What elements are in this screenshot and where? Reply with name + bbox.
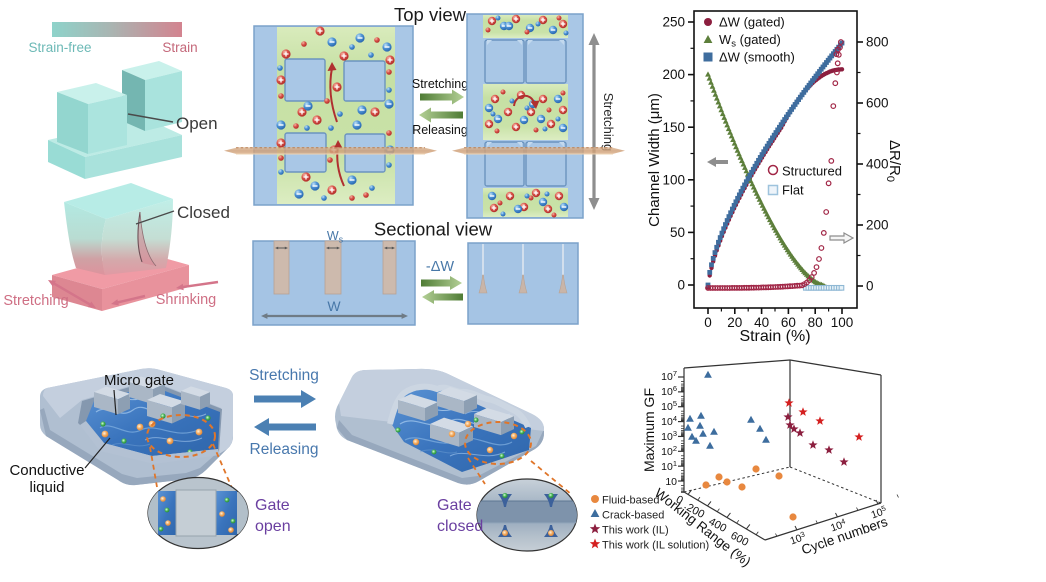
svg-text:100: 100	[662, 172, 685, 187]
svg-text:closed: closed	[437, 518, 483, 535]
svg-text:Strain-free: Strain-free	[28, 40, 91, 55]
svg-text:Gate: Gate	[437, 497, 472, 514]
svg-text:Sectional view: Sectional view	[374, 219, 493, 240]
svg-text:Structured: Structured	[782, 164, 842, 179]
svg-text:50: 50	[670, 225, 685, 240]
svg-text:This work (IL): This work (IL)	[602, 525, 669, 537]
svg-text:107: 107	[661, 369, 677, 383]
svg-text:Ws: Ws	[327, 229, 344, 245]
svg-text:Ws (gated): Ws (gated)	[719, 32, 781, 50]
svg-text:400: 400	[866, 157, 889, 172]
svg-text:Shrinking: Shrinking	[156, 292, 216, 308]
svg-text:Releasing: Releasing	[250, 441, 319, 458]
svg-text:Open: Open	[176, 114, 218, 133]
svg-text:102: 102	[661, 444, 677, 458]
svg-text:Conductive: Conductive	[9, 462, 84, 479]
svg-text:Flat: Flat	[782, 183, 804, 198]
svg-text:Stretching: Stretching	[601, 93, 616, 152]
svg-text:ΔW (gated): ΔW (gated)	[719, 15, 785, 30]
svg-text:liquid: liquid	[29, 479, 64, 496]
svg-text:80: 80	[808, 315, 823, 330]
svg-text:103: 103	[661, 429, 677, 443]
svg-text:Maximum GF: Maximum GF	[641, 388, 657, 472]
svg-text:101: 101	[661, 459, 677, 473]
svg-text:-ΔW: -ΔW	[426, 259, 455, 275]
svg-text:Fluid-based: Fluid-based	[602, 495, 659, 507]
svg-text:800: 800	[866, 35, 889, 50]
svg-text:Micro gate: Micro gate	[104, 372, 174, 389]
svg-text:0: 0	[677, 278, 685, 293]
svg-text:105: 105	[661, 399, 677, 413]
svg-text:150: 150	[662, 120, 685, 135]
svg-text:40: 40	[754, 315, 769, 330]
svg-text:20: 20	[727, 315, 742, 330]
svg-text:103: 103	[788, 529, 807, 547]
svg-text:0: 0	[866, 279, 874, 294]
svg-text:100: 100	[831, 315, 854, 330]
svg-text:This work (IL solution): This work (IL solution)	[602, 540, 709, 552]
svg-text:Stretching: Stretching	[3, 293, 68, 309]
svg-text:104: 104	[661, 414, 677, 428]
svg-text:250: 250	[662, 15, 685, 30]
svg-text:Strain: Strain	[162, 40, 197, 55]
svg-text:Strain (%): Strain (%)	[739, 328, 810, 345]
svg-text:Closed: Closed	[177, 203, 230, 222]
svg-text:ΔR/R0: ΔR/R0	[884, 140, 903, 182]
svg-text:Stretching: Stretching	[412, 77, 468, 91]
svg-text:Channel Width (μm): Channel Width (μm)	[646, 93, 663, 227]
svg-text:106: 106	[661, 384, 677, 398]
svg-text:open: open	[255, 518, 291, 535]
svg-text:0: 0	[674, 494, 685, 507]
svg-text:Releasing: Releasing	[412, 123, 468, 137]
svg-text:Stretching: Stretching	[249, 367, 319, 384]
svg-text:0: 0	[704, 315, 712, 330]
svg-text:200: 200	[866, 218, 889, 233]
svg-text:Gate: Gate	[255, 497, 290, 514]
svg-text:W: W	[327, 298, 341, 314]
svg-text:600: 600	[866, 96, 889, 111]
svg-text:200: 200	[662, 67, 685, 82]
svg-text:105: 105	[869, 503, 888, 521]
svg-text:10: 10	[665, 476, 677, 488]
svg-text:104: 104	[829, 516, 848, 534]
svg-text:ΔW (smooth): ΔW (smooth)	[719, 50, 795, 65]
svg-text:Crack-based: Crack-based	[602, 510, 664, 522]
svg-text:Top view: Top view	[394, 4, 467, 25]
svg-text:60: 60	[781, 315, 796, 330]
